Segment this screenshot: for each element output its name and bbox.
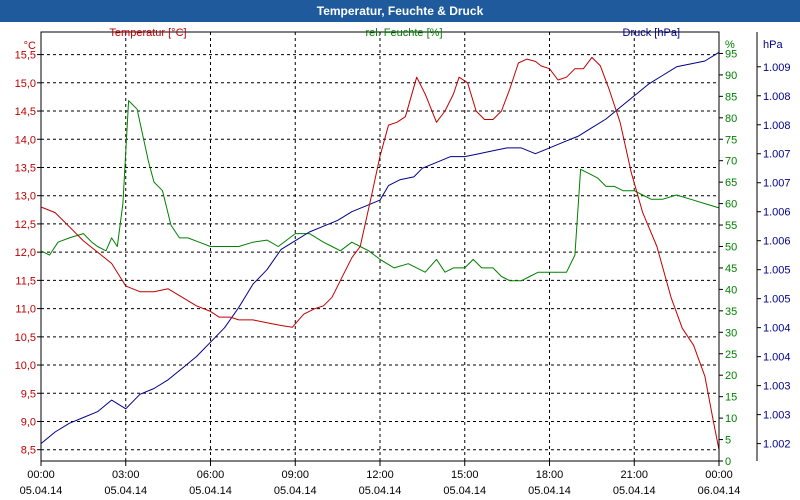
pressure-tick-label: 1.002 bbox=[763, 439, 791, 451]
humidity-tick-label: 90 bbox=[725, 70, 737, 82]
pressure-tick-label: 1.007 bbox=[763, 178, 791, 190]
pressure-series-line bbox=[40, 51, 720, 444]
humidity-tick-label: 85 bbox=[725, 91, 737, 103]
humidity-tick-label: 10 bbox=[725, 413, 737, 425]
pressure-tick-label: 1.004 bbox=[763, 352, 791, 364]
grid bbox=[41, 32, 719, 461]
x-tick-date-label: 06.04.14 bbox=[698, 485, 741, 497]
humidity-series-label: rel. Feuchte [%] bbox=[365, 27, 442, 39]
temperature-tick-label: 10,5 bbox=[15, 332, 36, 344]
x-tick-date-label: 05.04.14 bbox=[613, 485, 656, 497]
x-tick-time-label: 12:00 bbox=[366, 469, 394, 481]
humidity-tick-label: 95 bbox=[725, 48, 737, 60]
temperature-tick-label: 9,0 bbox=[21, 416, 36, 428]
humidity-tick-label: 25 bbox=[725, 349, 737, 361]
temperature-tick-label: 11,5 bbox=[15, 275, 36, 287]
temperature-tick-label: 13,0 bbox=[15, 191, 36, 203]
pressure-tick-label: 1.008 bbox=[763, 120, 791, 132]
humidity-tick-label: 20 bbox=[725, 370, 737, 382]
humidity-tick-label: 65 bbox=[725, 177, 737, 189]
temperature-tick-label: 9,5 bbox=[21, 388, 36, 400]
pressure-unit-label: hPa bbox=[763, 39, 783, 51]
temperature-tick-label: 14,5 bbox=[15, 106, 36, 118]
temperature-series-line bbox=[40, 56, 720, 450]
chart: 00:00 05.04.14 03:00 05.04.14 06:00 05.04.14 0… bbox=[0, 22, 800, 500]
humidity-tick-label: 60 bbox=[725, 199, 737, 211]
series-layer bbox=[40, 51, 720, 450]
pressure-tick-label: 1.006 bbox=[763, 236, 791, 248]
temperature-tick-label: 15,0 bbox=[15, 78, 36, 90]
temperature-tick-label: 12,5 bbox=[15, 219, 36, 231]
pressure-tick-label: 1.006 bbox=[763, 207, 791, 219]
temperature-tick-label: 11,0 bbox=[15, 304, 36, 316]
temperature-tick-label: 10,0 bbox=[15, 360, 36, 372]
humidity-tick-label: 75 bbox=[725, 134, 737, 146]
pressure-tick-label: 1.009 bbox=[763, 62, 791, 74]
humidity-tick-label: 80 bbox=[725, 113, 737, 125]
window-title: Temperatur, Feuchte & Druck bbox=[0, 0, 800, 22]
x-tick-date-label: 05.04.14 bbox=[443, 485, 486, 497]
temperature-tick-label: 15,5 bbox=[15, 50, 36, 62]
pressure-tick-label: 1.005 bbox=[763, 265, 791, 277]
temperature-unit-label: °C bbox=[24, 40, 36, 52]
temperature-series-label: Temperatur [°C] bbox=[109, 27, 186, 39]
x-tick-date-label: 05.04.14 bbox=[20, 485, 63, 497]
temperature-tick-label: 14,0 bbox=[15, 134, 36, 146]
x-tick-time-label: 21:00 bbox=[620, 469, 648, 481]
x-tick-time-label: 18:00 bbox=[536, 469, 564, 481]
x-tick-date-label: 05.04.14 bbox=[528, 485, 571, 497]
x-tick-time-label: 03:00 bbox=[112, 469, 140, 481]
humidity-tick-label: 5 bbox=[725, 435, 731, 447]
pressure-tick-label: 1.007 bbox=[763, 149, 791, 161]
humidity-tick-label: 40 bbox=[725, 284, 737, 296]
humidity-tick-label: 70 bbox=[725, 156, 737, 168]
pressure-tick-label: 1.008 bbox=[763, 91, 791, 103]
pressure-series-label: Druck [hPa] bbox=[623, 27, 680, 39]
pressure-tick-label: 1.004 bbox=[763, 323, 791, 335]
humidity-tick-label: 50 bbox=[725, 242, 737, 254]
x-tick-time-label: 06:00 bbox=[197, 469, 225, 481]
x-tick-date-label: 05.04.14 bbox=[104, 485, 147, 497]
x-tick-date-label: 05.04.14 bbox=[359, 485, 402, 497]
temperature-tick-label: 12,0 bbox=[15, 247, 36, 259]
pressure-tick-label: 1.003 bbox=[763, 410, 791, 422]
axes-layer: 00:00 05.04.14 03:00 05.04.14 06:00 05.04.14 0… bbox=[15, 27, 791, 497]
x-tick-date-label: 05.04.14 bbox=[189, 485, 232, 497]
humidity-tick-label: 15 bbox=[725, 392, 737, 404]
humidity-tick-label: 0 bbox=[725, 456, 731, 468]
x-tick-date-label: 05.04.14 bbox=[274, 485, 317, 497]
humidity-tick-label: 55 bbox=[725, 220, 737, 232]
humidity-tick-label: 35 bbox=[725, 306, 737, 318]
x-tick-time-label: 15:00 bbox=[451, 469, 479, 481]
pressure-tick-label: 1.003 bbox=[763, 381, 791, 393]
temperature-tick-label: 8,5 bbox=[21, 445, 36, 457]
x-tick-time-label: 09:00 bbox=[281, 469, 309, 481]
pressure-tick-label: 1.005 bbox=[763, 294, 791, 306]
humidity-tick-label: 45 bbox=[725, 263, 737, 275]
humidity-tick-label: 30 bbox=[725, 327, 737, 339]
humidity-unit-label: % bbox=[725, 39, 735, 51]
temperature-tick-label: 13,5 bbox=[15, 162, 36, 174]
x-tick-time-label: 00:00 bbox=[705, 469, 733, 481]
x-tick-time-label: 00:00 bbox=[27, 469, 55, 481]
humidity-series-line bbox=[40, 100, 720, 282]
